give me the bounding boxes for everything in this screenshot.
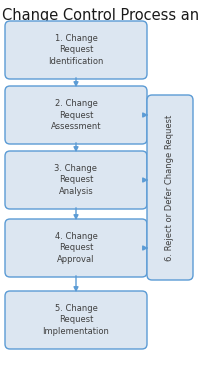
FancyBboxPatch shape — [5, 291, 147, 349]
FancyBboxPatch shape — [5, 86, 147, 144]
Text: 6. Reject or Defer Change Request: 6. Reject or Defer Change Request — [166, 115, 174, 260]
FancyBboxPatch shape — [5, 219, 147, 277]
FancyBboxPatch shape — [5, 151, 147, 209]
Text: 4. Change
Request
Approval: 4. Change Request Approval — [55, 232, 97, 264]
FancyBboxPatch shape — [5, 21, 147, 79]
Text: 2. Change
Request
Assessment: 2. Change Request Assessment — [51, 99, 101, 131]
FancyBboxPatch shape — [147, 95, 193, 280]
Text: Change Control Process and: Change Control Process and — [2, 8, 198, 23]
Text: 5. Change
Request
Implementation: 5. Change Request Implementation — [43, 304, 109, 336]
Text: 3. Change
Request
Analysis: 3. Change Request Analysis — [54, 164, 97, 196]
Text: 1. Change
Request
Identification: 1. Change Request Identification — [48, 34, 104, 66]
